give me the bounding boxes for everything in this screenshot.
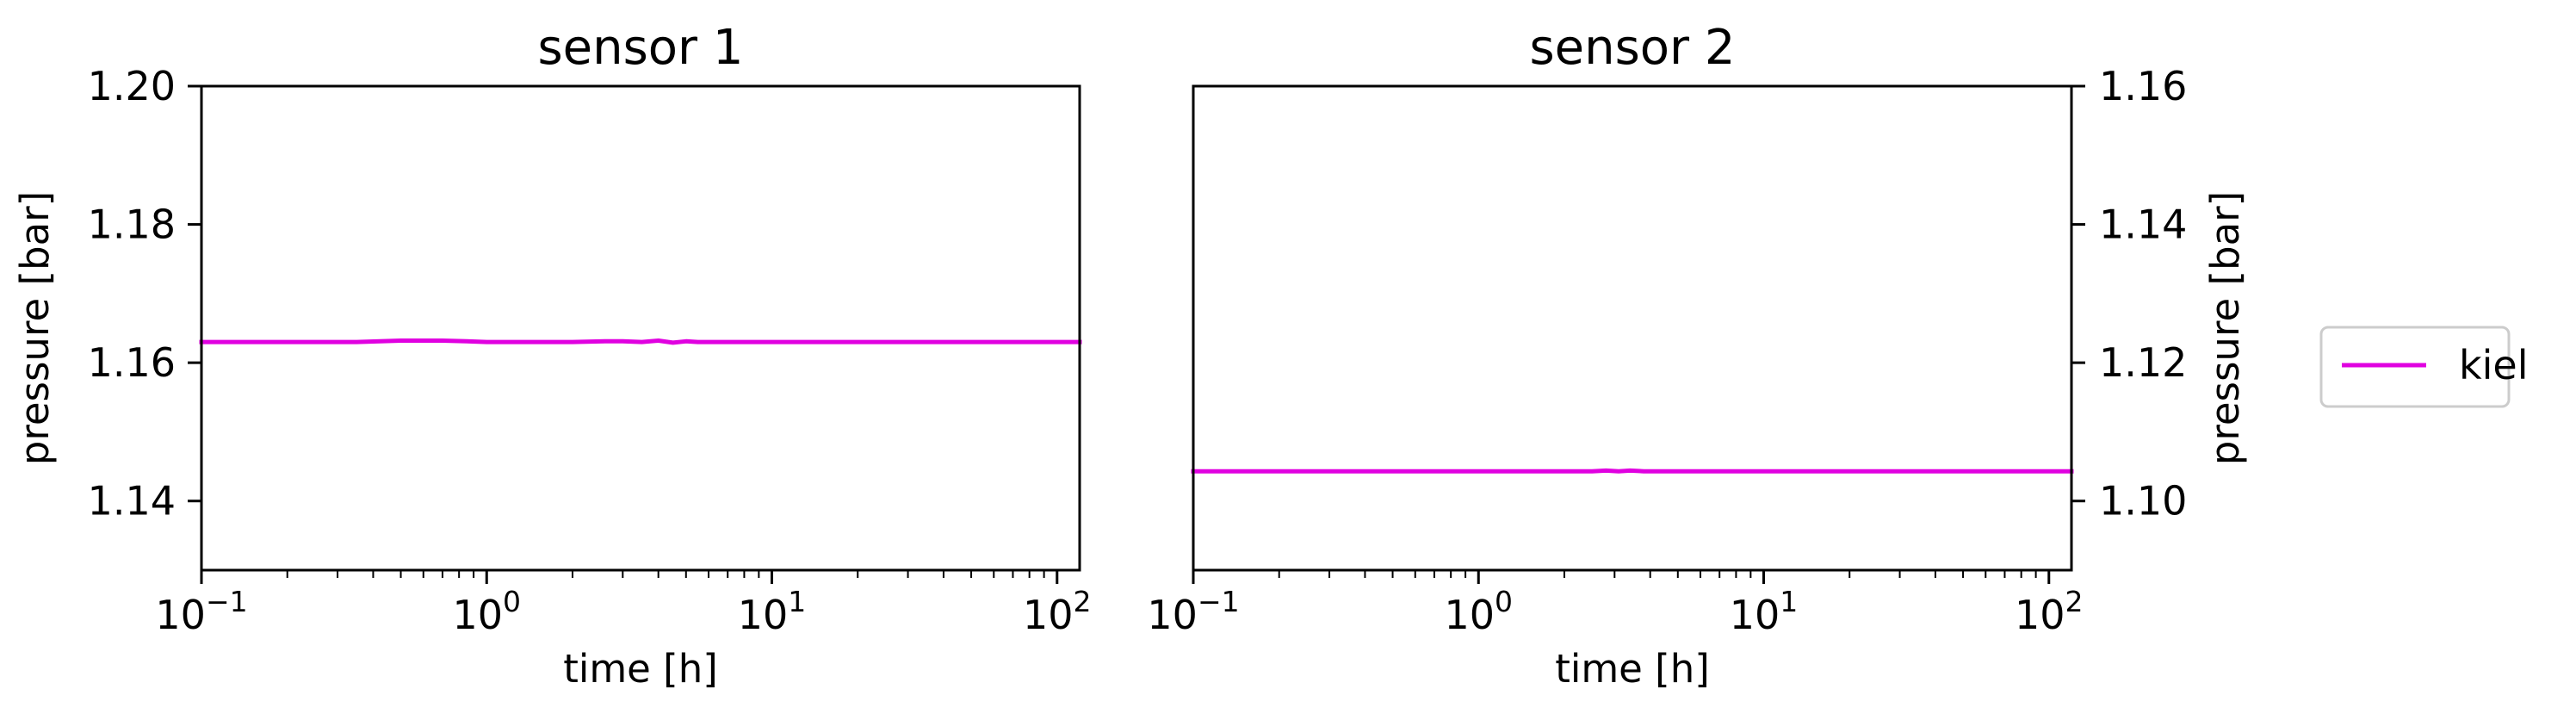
axes-frame — [1192, 84, 2073, 572]
x-tick-label: 102 — [2015, 585, 2084, 638]
x-tick-label: 100 — [1444, 585, 1513, 638]
y-tick-label: 1.12 — [2099, 339, 2187, 386]
chart-sensor-2: 10−1 100 101 102 1.10 1.12 1.14 1.16 sensor 2 tim… — [1147, 20, 2248, 692]
y-axis-label: pressure [bar] — [2202, 191, 2248, 465]
x-axis-label: time [h] — [1555, 646, 1710, 692]
series-line-kiel — [199, 338, 1082, 345]
x-tick-label: 10−1 — [155, 585, 247, 638]
chart-title: sensor 1 — [537, 20, 743, 76]
chart-sensor-1: 10−1 100 101 102 1.14 1.16 1.18 1.20 sensor 1 tim… — [12, 20, 1092, 692]
legend-label-kiel: kiel — [2459, 342, 2529, 388]
series-line-kiel — [1191, 468, 2074, 474]
legend: kiel — [2319, 326, 2529, 408]
axes-frame — [200, 84, 1081, 572]
y-tick-label: 1.18 — [88, 202, 176, 248]
x-axis-label: time [h] — [563, 646, 718, 692]
y-tick-label: 1.10 — [2099, 478, 2187, 524]
x-tick-label: 100 — [452, 585, 521, 638]
y-axis-label: pressure [bar] — [12, 191, 58, 465]
y-tick-label: 1.20 — [88, 63, 176, 109]
x-tick-label: 102 — [1023, 585, 1092, 638]
y-tick-label: 1.14 — [2099, 202, 2187, 248]
y-tick-label: 1.16 — [88, 339, 176, 386]
x-tick-label: 101 — [1730, 585, 1799, 638]
x-tick-label: 101 — [738, 585, 807, 638]
x-tick-label: 10−1 — [1147, 585, 1239, 638]
y-tick-label: 1.14 — [88, 478, 176, 524]
y-tick-label: 1.16 — [2099, 63, 2187, 109]
chart-title: sensor 2 — [1529, 20, 1735, 76]
